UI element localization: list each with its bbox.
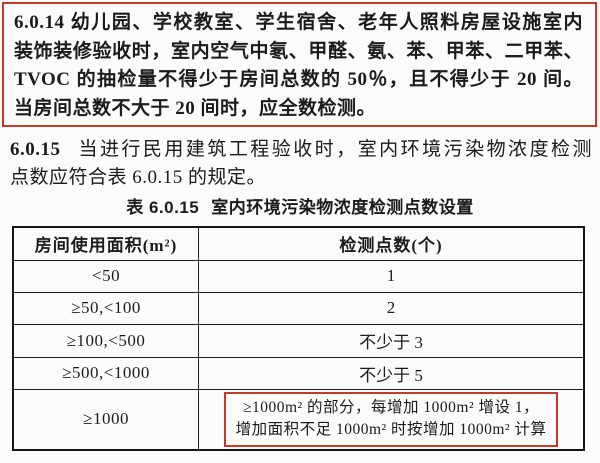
section-6014-line: 当房间总数不大于 20 间时，应全数检测。 (14, 97, 377, 119)
table-row: ≥500,<1000 不少于 5 (12, 356, 585, 390)
note-highlight-box: ≥1000m² 的部分，每增加 1000m² 增设 1， 增加面积不足 1000… (223, 391, 559, 447)
section-6015-paragraph: 6.0.15 当进行民用建筑工程验收时，室内环境污染物浓度检测 点数应符合表 6.… (10, 136, 592, 191)
table-row: ≥1000 ≥1000m² 的部分，每增加 1000m² 增设 1， 增加面积不… (12, 388, 585, 450)
section-number: 6.0.15 (10, 139, 61, 160)
area-cell: ≥500,<1000 (12, 356, 200, 390)
points-cell: 不少于 5 (198, 356, 585, 390)
section-6014-line: 6.0.14 幼儿园、学校教室、学生宿舍、老年人照料房屋设施室内 (14, 12, 583, 33)
section-6015-line: 点数应符合表 6.0.15 的规定。 (10, 166, 267, 188)
area-cell: ≥100,<500 (12, 323, 200, 358)
section-6015-text: 当进行民用建筑工程验收时，室内环境污染物浓度检测 (76, 139, 592, 160)
table-caption-number: 表 6.0.15 (126, 198, 200, 217)
table-caption: 表 6.0.15 室内环境污染物浓度检测点数设置 (0, 193, 600, 218)
points-cell: 2 (198, 291, 585, 325)
table-header-row: 房间使用面积(m²) 检测点数(个) (12, 226, 585, 261)
section-6014-line: TVOC 的抽检量不得少于房间总数的 50％，且不得少于 20 间。 (14, 69, 583, 90)
detection-points-table: 房间使用面积(m²) 检测点数(个) <50 1 ≥50,<100 2 ≥100… (12, 226, 585, 451)
table-caption-title: 室内环境污染物浓度检测点数设置 (211, 198, 474, 217)
mandatory-provision-highlight-box: 6.0.14 幼儿园、学校教室、学生宿舍、老年人照料房屋设施室内 装饰装修验收时… (2, 2, 597, 127)
points-cell: 不少于 3 (198, 323, 585, 358)
area-cell: <50 (12, 259, 200, 293)
header-detection-points: 检测点数(个) (198, 226, 585, 261)
note-line: 增加面积不足 1000m² 时按增加 1000m² 计算 (235, 420, 547, 438)
section-6015-line: 6.0.15 当进行民用建筑工程验收时，室内环境污染物浓度检测 (10, 136, 592, 164)
note-line: ≥1000m² 的部分，每增加 1000m² 增设 1， (242, 398, 540, 416)
header-room-area: 房间使用面积(m²) (12, 226, 200, 261)
table-row: ≥100,<500 不少于 3 (12, 323, 585, 358)
table-row: <50 1 (12, 259, 585, 293)
points-cell: 1 (198, 259, 585, 293)
area-cell: ≥1000 (12, 388, 200, 450)
table-row: ≥50,<100 2 (12, 291, 585, 325)
area-cell: ≥50,<100 (12, 291, 200, 325)
points-cell: ≥1000m² 的部分，每增加 1000m² 增设 1， 增加面积不足 1000… (198, 388, 585, 450)
section-6014-line: 装饰装修验收时，室内空气中氡、甲醛、氨、苯、甲苯、二甲苯、 (14, 40, 583, 62)
